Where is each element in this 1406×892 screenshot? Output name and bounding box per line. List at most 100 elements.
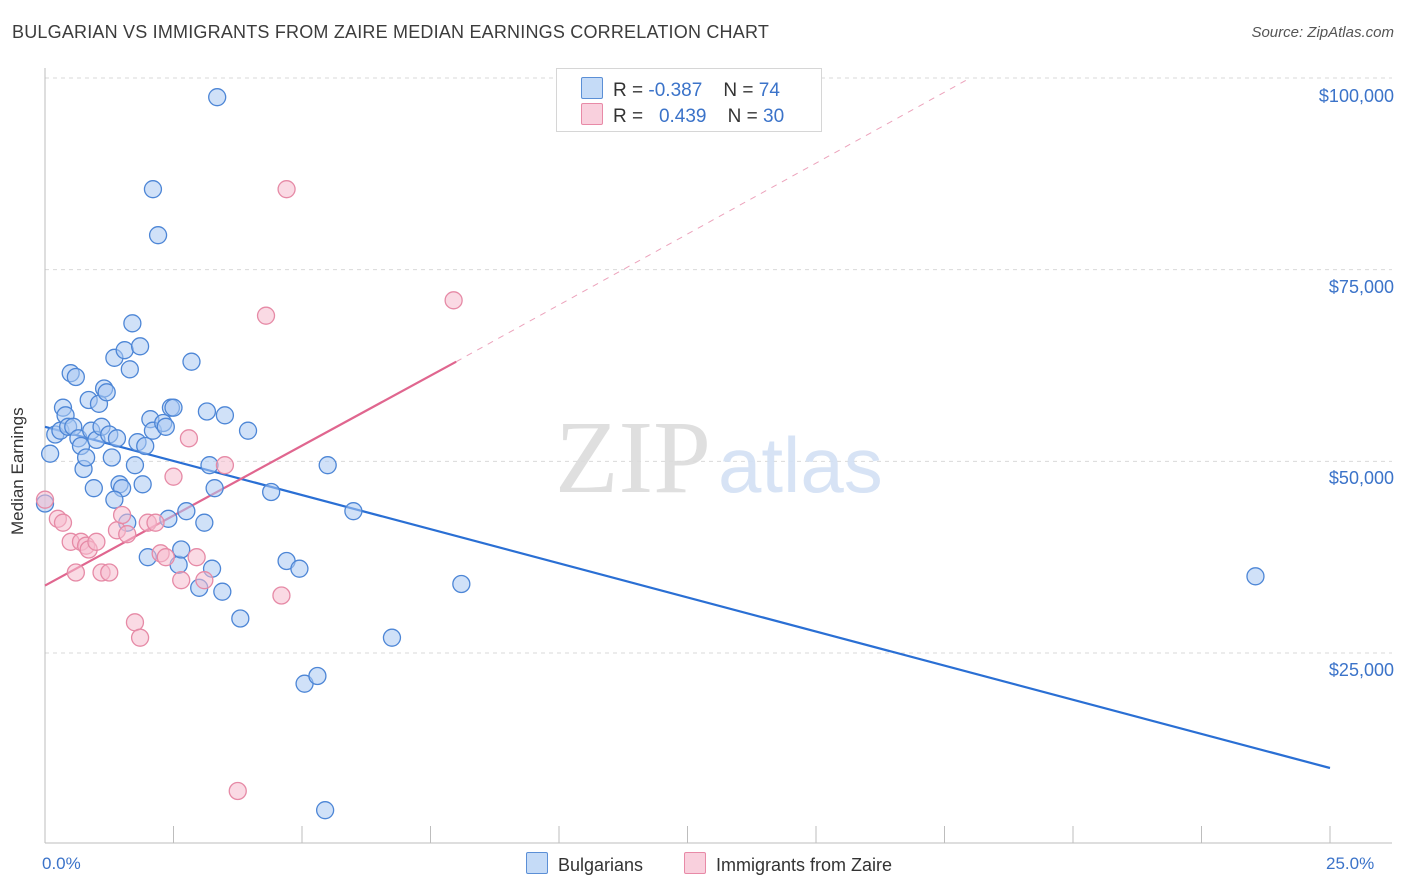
y-tick-label-50000: $50,000: [1328, 468, 1394, 488]
bottom-legend-swatch-pink: [684, 852, 706, 874]
bulgarian-point-43: [156, 417, 175, 436]
zaire-point-8: [87, 532, 106, 551]
source-label: Source: ZipAtlas.com: [1251, 24, 1394, 41]
bulgarian-point-35: [133, 475, 152, 494]
bulgarian-point-31: [123, 314, 142, 333]
bulgarian-point-64: [290, 559, 309, 578]
legend-row-bulgarians: R = -0.387 N = 74: [581, 77, 780, 101]
bulgarian-trend-line: [44, 425, 1331, 770]
legend-n-label: N =: [723, 80, 754, 101]
bulgarian-point-36: [136, 436, 155, 456]
bottom-legend-label-2: Immigrants from Zaire: [716, 855, 893, 875]
chart-title: BULGARIAN VS IMMIGRANTS FROM ZAIRE MEDIA…: [12, 22, 770, 42]
zaire-point-10: [100, 563, 119, 582]
bulgarian-point-72: [1246, 567, 1265, 586]
zaire-point-25: [215, 456, 235, 475]
bulgarian-point-73: [105, 490, 124, 509]
y-tick-label-25000: $25,000: [1328, 660, 1394, 680]
bulgarian-point-69: [344, 502, 363, 521]
zaire-point-26: [228, 781, 247, 801]
zaire-point-24: [195, 571, 214, 590]
zaire-point-15: [130, 628, 150, 647]
bulgarian-point-40: [143, 180, 163, 199]
bulgarian-point-49: [177, 502, 196, 521]
legend-r-value-1: -0.387: [648, 80, 703, 101]
bulgarian-point-71: [452, 574, 471, 594]
bulgarian-point-25: [107, 429, 127, 448]
zaire-point-27: [256, 306, 276, 325]
zaire-point-22: [179, 429, 199, 448]
zaire-point-23: [187, 548, 206, 567]
zaire-point-30: [444, 291, 463, 310]
zaire-point-17: [146, 513, 165, 532]
bulgarian-point-70: [382, 628, 402, 647]
legend-swatch-blue: [581, 77, 603, 99]
legend-row-zaire: R = 0.439 N = 30: [581, 103, 784, 127]
x-tick-label-max: 25.0%: [1326, 854, 1375, 873]
bulgarian-point-56: [205, 479, 224, 498]
zaire-point-12: [112, 505, 132, 525]
zaire-point-13: [118, 525, 137, 544]
bulgarian-point-61: [238, 421, 258, 440]
y-axis-label: Median Earnings: [8, 407, 27, 535]
zaire-point-21: [172, 571, 191, 590]
bulgarian-point-66: [308, 666, 327, 686]
legend-r-label: R =: [613, 106, 644, 127]
legend-swatch-pink: [581, 103, 603, 125]
zaire-point-0: [35, 490, 55, 509]
legend-n-label: N =: [727, 106, 758, 127]
zaire-point-4: [66, 563, 85, 582]
zaire-trend-line: [44, 360, 457, 587]
zaire-point-14: [125, 613, 145, 632]
bulgarian-point-30: [120, 360, 139, 379]
bulgarian-point-53: [197, 402, 217, 421]
zaire-trend-extension: [455, 77, 971, 363]
bulgarian-point-41: [148, 226, 168, 245]
bulgarian-point-48: [172, 540, 191, 559]
legend-r-label: R =: [613, 80, 644, 101]
bulgarian-point-62: [262, 482, 281, 502]
bulgarian-point-60: [231, 609, 250, 628]
bottom-legend-zaire[interactable]: Immigrants from Zaire: [684, 852, 892, 876]
correlation-legend: R = -0.387 N = 74 R = 0.439 N = 30: [556, 68, 822, 132]
legend-r-value-2: 0.439: [658, 106, 707, 127]
gridlines: [45, 77, 1392, 654]
bulgarian-point-50: [182, 352, 201, 371]
legend-n-value-2: 30: [763, 106, 785, 127]
bulgarian-point-58: [213, 582, 232, 601]
bulgarian-point-23: [102, 448, 121, 467]
trend-lines: [44, 77, 1331, 770]
bulgarian-point-57: [208, 88, 227, 107]
x-tick-label-min: 0.0%: [42, 854, 81, 873]
bulgarian-point-46: [164, 398, 183, 417]
bottom-legend-bulgarians[interactable]: Bulgarians: [526, 852, 643, 876]
data-points: [35, 88, 1265, 820]
bulgarian-point-52: [195, 513, 214, 532]
bulgarian-point-21: [97, 383, 116, 402]
zaire-point-29: [277, 180, 296, 199]
y-tick-label-100000: $100,000: [1318, 86, 1394, 106]
bulgarian-point-28: [115, 341, 134, 360]
watermark-atlas: atlas: [718, 421, 883, 509]
bulgarian-point-9: [66, 367, 85, 387]
legend-n-value-1: 74: [758, 80, 780, 101]
bulgarian-point-68: [318, 456, 337, 475]
zaire-point-19: [156, 548, 175, 567]
bottom-legend-label-1: Bulgarians: [558, 855, 644, 875]
bottom-legend-swatch-blue: [526, 852, 548, 874]
bulgarian-point-16: [84, 479, 103, 498]
bulgarian-point-54: [200, 456, 219, 475]
watermark-zip: ZIP: [555, 400, 711, 515]
watermark: ZIP atlas: [555, 400, 883, 515]
bulgarian-point-13: [76, 448, 96, 467]
bulgarian-point-32: [125, 456, 145, 475]
zaire-point-20: [164, 467, 183, 486]
y-tick-label-75000: $75,000: [1328, 277, 1394, 297]
bulgarian-point-34: [130, 337, 150, 356]
bulgarian-point-0: [40, 444, 60, 463]
bulgarian-point-59: [215, 406, 235, 425]
zaire-point-28: [272, 586, 291, 605]
bulgarian-point-67: [315, 801, 335, 820]
zaire-point-2: [53, 513, 73, 532]
